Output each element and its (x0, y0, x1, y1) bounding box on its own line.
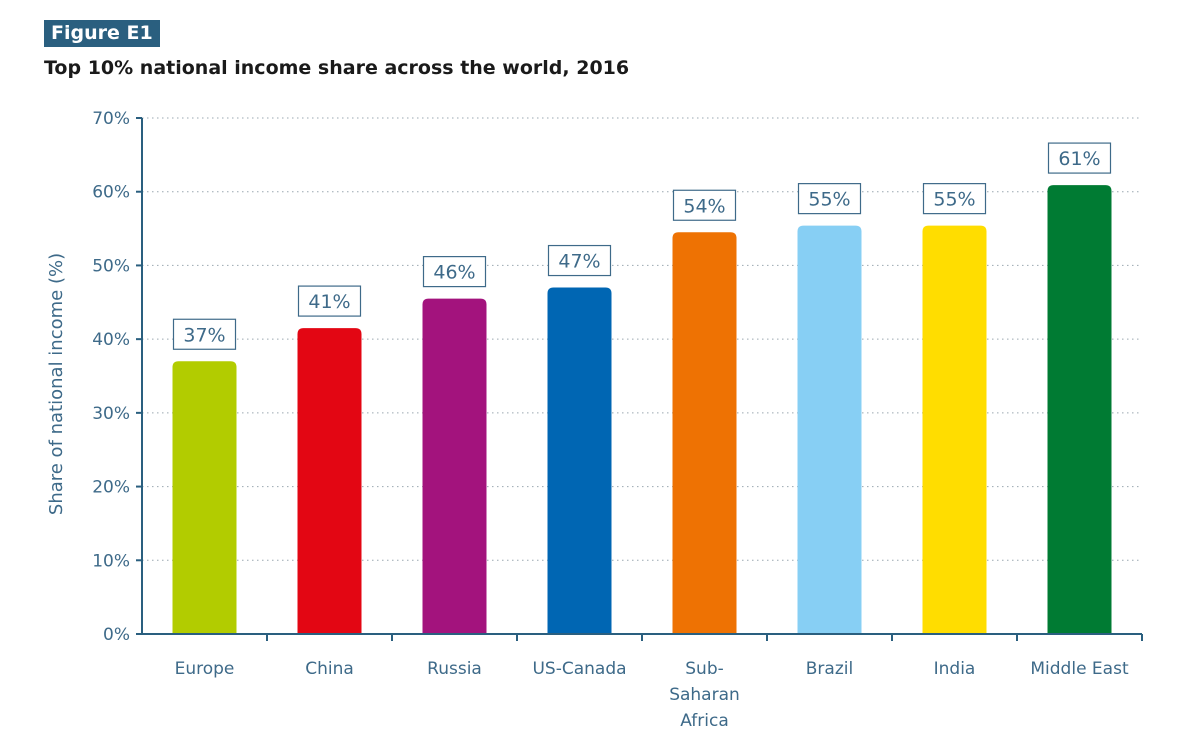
data-label: 47% (558, 251, 600, 273)
y-tick-label: 70% (92, 109, 130, 129)
data-label: 54% (683, 195, 725, 217)
bar (422, 298, 487, 634)
y-tick-label: 60% (92, 183, 130, 203)
y-tick-label: 0% (103, 625, 130, 645)
x-tick-label: Saharan (669, 685, 740, 705)
data-label-box (547, 244, 612, 277)
data-label: 61% (1058, 148, 1100, 170)
data-labels: 37% 41% 46% 47% 54% 55% 55% 61% (172, 142, 1112, 350)
bar (797, 225, 862, 634)
bars (172, 185, 1112, 634)
data-label: 55% (933, 189, 975, 211)
x-tick-label: Middle East (1030, 659, 1129, 679)
data-label-box (922, 183, 987, 215)
y-axis-ticks: 0% 10% 20% 30% 40% 50% 60% 70% (92, 109, 142, 645)
data-label-box (797, 183, 862, 215)
y-tick-label: 20% (92, 478, 130, 498)
x-tick-label: Sub- (685, 659, 724, 679)
y-tick-label: 50% (92, 256, 130, 276)
x-tick-label: US-Canada (532, 659, 626, 679)
y-axis-title: Share of national income (%) (46, 253, 67, 515)
data-label: 37% (183, 324, 225, 346)
x-tick-label: Europe (175, 659, 235, 679)
y-tick-label: 10% (92, 551, 130, 571)
y-tick-label: 30% (92, 404, 130, 424)
data-label-box (297, 285, 362, 317)
x-tick-label: Brazil (806, 659, 853, 679)
gridlines (142, 117, 1142, 561)
x-tick-label: Russia (427, 659, 482, 679)
x-tick-label: India (934, 659, 976, 679)
bar (1047, 185, 1112, 634)
figure-badge: Figure E1 (44, 20, 160, 47)
x-tick-label: China (305, 659, 354, 679)
data-label: 46% (433, 262, 475, 284)
data-label: 41% (308, 291, 350, 313)
bar (922, 225, 987, 634)
bar (547, 287, 612, 634)
bar (672, 232, 737, 634)
x-tick-label: Africa (680, 711, 729, 731)
data-label-box (422, 256, 487, 288)
chart-title: Top 10% national income share across the… (44, 57, 630, 79)
bar (172, 361, 237, 634)
data-label-box (1047, 142, 1112, 174)
data-label: 55% (808, 189, 850, 211)
bar (297, 328, 362, 634)
x-axis-labels: Europe China Russia US-Canada Sub- Saharan Afr… (175, 634, 1143, 731)
y-tick-label: 40% (92, 330, 130, 350)
data-label-box (672, 189, 737, 221)
data-label-box (172, 318, 237, 350)
